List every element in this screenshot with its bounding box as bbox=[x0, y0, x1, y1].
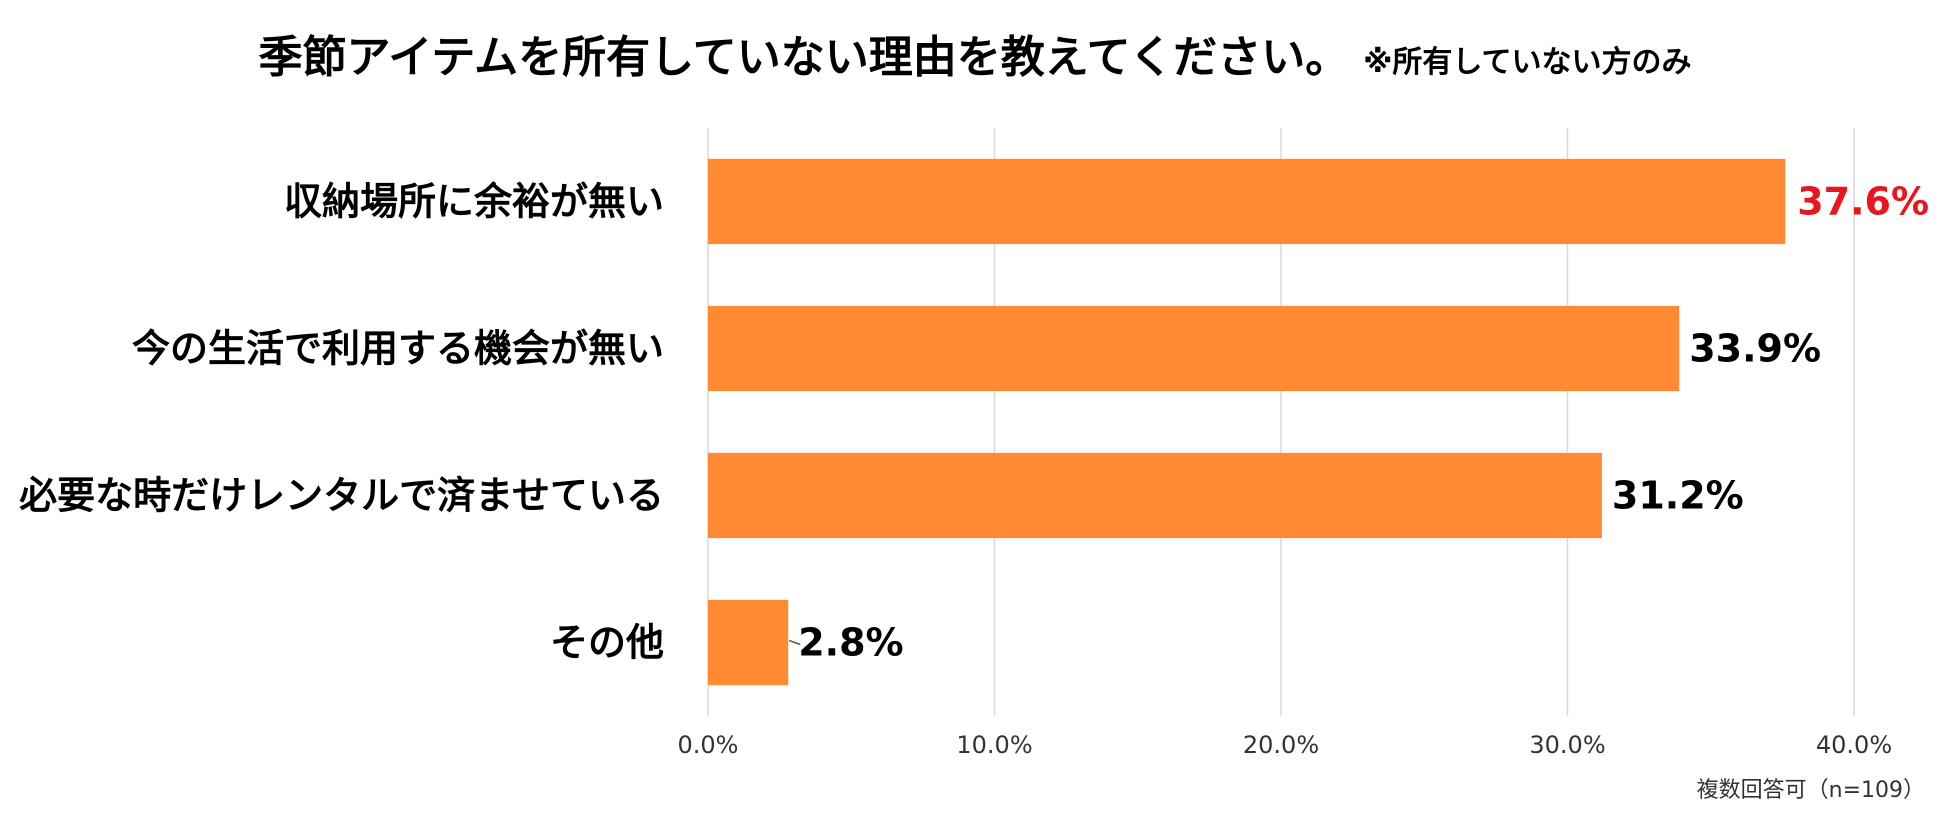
bar-2 bbox=[708, 452, 1602, 539]
value-label-0: 37.6% bbox=[1797, 180, 1929, 224]
x-tick-label-0: 0.0% bbox=[678, 731, 739, 759]
x-tick-label-4: 40.0% bbox=[1816, 731, 1892, 759]
category-label-0: 収納場所に余裕が無い bbox=[284, 180, 664, 224]
x-axis-ticks: 0.0% 10.0% 20.0% 30.0% 40.0% bbox=[678, 731, 1893, 759]
x-tick-label-3: 30.0% bbox=[1529, 731, 1605, 759]
bar-3 bbox=[708, 599, 789, 686]
category-label-2: 必要な時だけレンタルで済ませている bbox=[19, 474, 664, 518]
category-labels: 収納場所に余裕が無い今の生活で利用する機会が無い必要な時だけレンタルで済ませてい… bbox=[19, 180, 664, 665]
bar-0 bbox=[708, 158, 1786, 245]
chart-title: 季節アイテムを所有していない理由を教えてください。 ※所有していない方のみ bbox=[258, 32, 1691, 83]
value-label-2: 31.2% bbox=[1612, 474, 1744, 518]
chart-subtitle: ※所有していない方のみ bbox=[1363, 45, 1691, 80]
chart-title-main: 季節アイテムを所有していない理由を教えてください。 bbox=[258, 32, 1349, 83]
category-label-3: その他 bbox=[550, 621, 664, 665]
value-labels: 37.6% 33.9% 31.2% 2.8% bbox=[788, 180, 1929, 665]
category-label-1: 今の生活で利用する機会が無い bbox=[132, 327, 664, 371]
value-label-3: 2.8% bbox=[798, 621, 903, 665]
bar-1 bbox=[708, 305, 1680, 392]
sample-note: 複数回答可（n=109） bbox=[1697, 778, 1925, 803]
value-label-1: 33.9% bbox=[1689, 327, 1821, 371]
leader-line-3 bbox=[788, 639, 801, 646]
bars bbox=[708, 158, 1786, 686]
x-tick-label-2: 20.0% bbox=[1243, 731, 1319, 759]
x-tick-label-1: 10.0% bbox=[956, 731, 1032, 759]
